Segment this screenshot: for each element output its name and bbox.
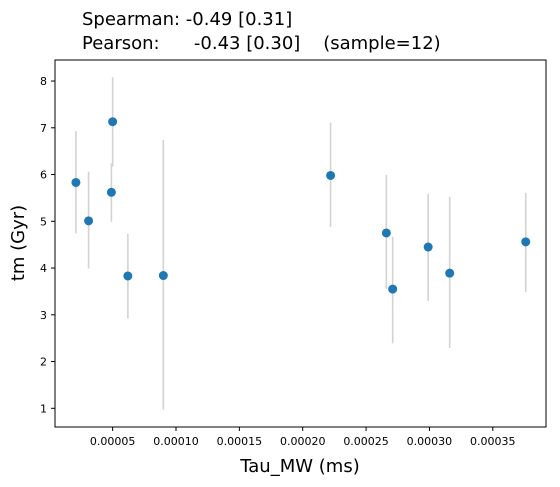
x-axis-label: Tau_MW (ms) bbox=[239, 456, 359, 477]
y-tick-label: 7 bbox=[40, 122, 47, 135]
x-tick-label: 0.00035 bbox=[470, 435, 516, 448]
x-tick-label: 0.00010 bbox=[153, 435, 199, 448]
title-line-pearson: Pearson: -0.43 [0.30] (sample=12) bbox=[82, 33, 441, 54]
data-point-2 bbox=[84, 216, 94, 226]
data-point-5 bbox=[123, 271, 133, 281]
y-tick-label: 6 bbox=[40, 169, 47, 182]
data-point-7 bbox=[326, 170, 336, 180]
y-tick-label: 3 bbox=[40, 309, 47, 322]
y-axis-label: tm (Gyr) bbox=[8, 205, 29, 281]
plot-frame bbox=[54, 59, 547, 428]
x-tick-label: 0.00020 bbox=[280, 435, 326, 448]
x-tick-label: 0.00030 bbox=[407, 435, 453, 448]
y-tick-label: 1 bbox=[40, 402, 47, 415]
data-point-12 bbox=[521, 237, 531, 247]
x-tick-label: 0.00015 bbox=[217, 435, 263, 448]
chart-title: Spearman: -0.49 [0.31] Pearson: -0.43 [0… bbox=[82, 9, 441, 54]
data-point-4 bbox=[108, 117, 118, 127]
data-point-9 bbox=[388, 284, 398, 294]
x-axis-ticks: 0.00005 0.00010 0.00015 0.00020 0.00025 0.000… bbox=[90, 427, 516, 448]
y-tick-label: 8 bbox=[40, 75, 47, 88]
data-point-6 bbox=[158, 271, 168, 281]
points-layer bbox=[71, 117, 531, 294]
data-point-8 bbox=[381, 228, 391, 238]
x-tick-label: 0.00025 bbox=[343, 435, 389, 448]
data-point-10 bbox=[423, 242, 433, 252]
title-line-spearman: Spearman: -0.49 [0.31] bbox=[82, 9, 292, 30]
errorbars-layer bbox=[75, 77, 527, 410]
data-point-3 bbox=[106, 187, 116, 197]
y-axis-ticks: 1 2 3 4 5 6 7 8 bbox=[40, 75, 55, 415]
data-point-1 bbox=[71, 177, 81, 187]
y-tick-label: 4 bbox=[40, 262, 47, 275]
x-tick-label: 0.00005 bbox=[90, 435, 136, 448]
data-point-11 bbox=[445, 268, 455, 278]
y-tick-label: 5 bbox=[40, 215, 47, 228]
y-tick-label: 2 bbox=[40, 356, 47, 369]
